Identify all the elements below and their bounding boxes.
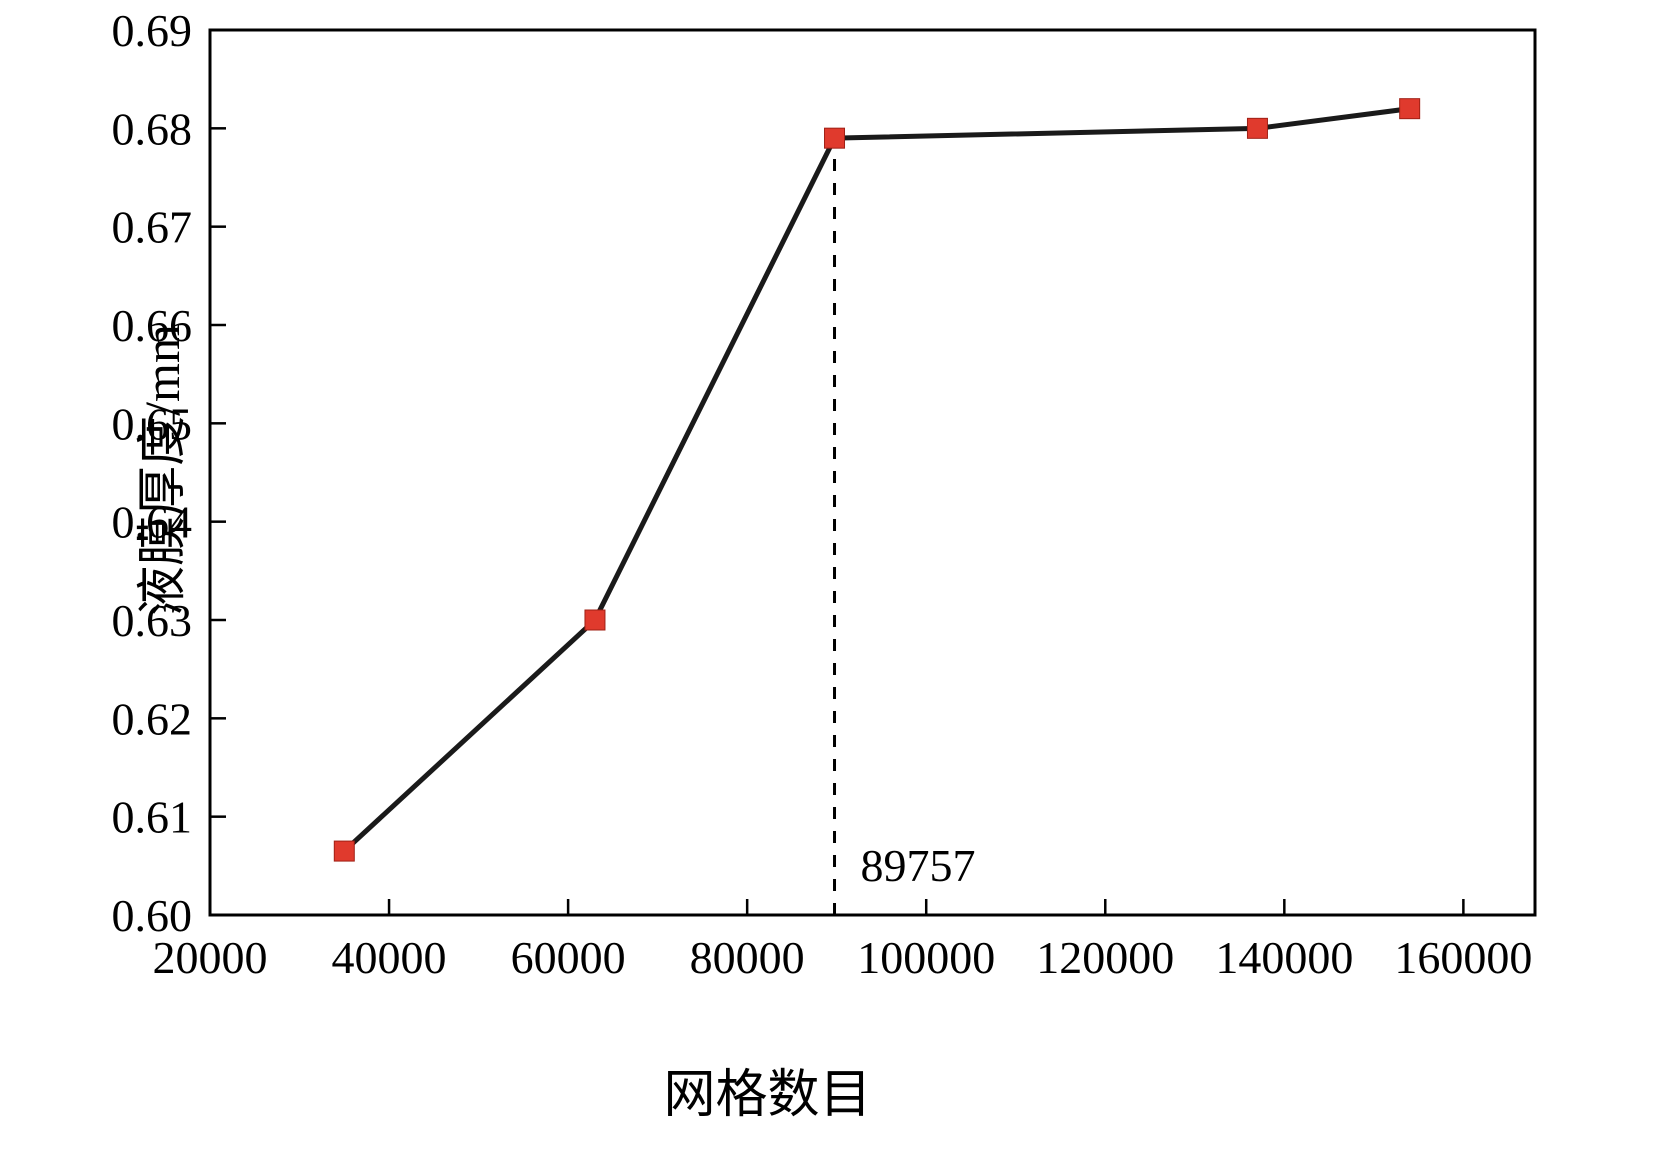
data-point — [333, 840, 355, 862]
x-axis-title: 网格数目 — [663, 1067, 872, 1124]
annotation-label: 89757 — [861, 840, 976, 891]
x-tick-label: 120000 — [1036, 932, 1174, 983]
x-tick-label: 140000 — [1215, 932, 1353, 983]
y-tick-label: 0.67 — [112, 202, 193, 253]
series-line — [341, 106, 1413, 854]
x-tick-label: 100000 — [857, 932, 995, 983]
x-tick-label: 160000 — [1394, 932, 1532, 983]
x-tick-label: 80000 — [690, 932, 805, 983]
x-tick-label: 20000 — [153, 932, 268, 983]
y-axis-title: 液膜厚度/mm — [133, 324, 190, 616]
y-tick-label: 0.64 — [112, 497, 193, 548]
data-point — [824, 127, 846, 149]
y-tick-label: 0.63 — [112, 595, 193, 646]
data-point — [1399, 98, 1421, 120]
y-tick-label: 0.62 — [112, 693, 193, 744]
data-point — [584, 609, 606, 631]
x-tick-label: 40000 — [332, 932, 447, 983]
data-point — [1246, 117, 1268, 139]
y-tick-label: 0.65 — [112, 398, 193, 449]
y-tick-label: 0.69 — [112, 5, 193, 56]
x-tick-label: 60000 — [511, 932, 626, 983]
plot-frame — [208, 28, 1537, 917]
y-tick-label: 0.66 — [112, 300, 193, 351]
y-tick-label: 0.61 — [112, 792, 193, 843]
y-tick-label: 0.68 — [112, 103, 193, 154]
y-tick-label: 0.60 — [112, 890, 193, 941]
